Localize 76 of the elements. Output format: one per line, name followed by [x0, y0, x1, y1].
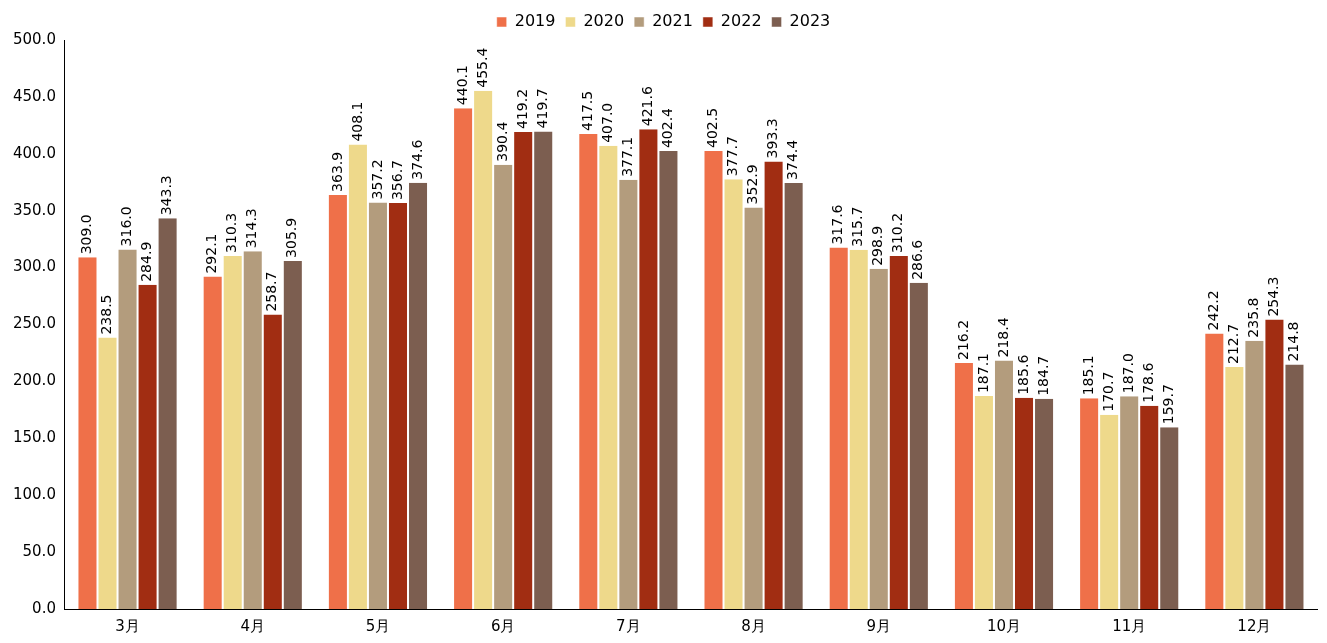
data-label: 184.7 — [1034, 355, 1051, 396]
data-label: 408.1 — [348, 101, 365, 142]
x-tick-label: 3月 — [115, 616, 140, 635]
data-label: 238.5 — [98, 294, 115, 335]
data-label: 356.7 — [388, 159, 405, 201]
y-tick-label: 100.0 — [12, 485, 56, 504]
legend-label: 2022 — [720, 11, 762, 31]
data-label: 417.5 — [578, 90, 595, 131]
data-label: 214.8 — [1285, 321, 1302, 362]
y-tick-label: 350.0 — [12, 200, 56, 219]
legend-label: 2020 — [583, 11, 625, 31]
data-label: 419.7 — [533, 88, 550, 129]
data-label: 185.6 — [1014, 354, 1031, 395]
data-label: 254.3 — [1265, 276, 1282, 317]
data-label: 390.4 — [493, 121, 510, 162]
x-tick-label: 8月 — [741, 616, 766, 635]
x-tick-label: 7月 — [616, 616, 641, 635]
data-label: 286.6 — [909, 239, 926, 280]
y-tick-label: 250.0 — [12, 314, 56, 333]
data-label: 407.0 — [598, 102, 615, 143]
legend-label: 2021 — [652, 11, 693, 31]
data-label: 235.8 — [1245, 297, 1262, 338]
data-label: 377.1 — [619, 136, 636, 177]
y-tick-label: 400.0 — [12, 143, 56, 162]
data-label: 292.1 — [203, 233, 220, 274]
legend-label: 2023 — [789, 11, 831, 31]
x-tick-label: 4月 — [240, 616, 266, 635]
data-label: 187.0 — [1119, 353, 1136, 394]
x-tick-label: 12月 — [1237, 616, 1272, 635]
data-label: 317.6 — [829, 204, 846, 245]
data-label: 298.9 — [869, 225, 886, 266]
data-label: 374.4 — [784, 139, 801, 180]
x-tick-label: 11月 — [1112, 616, 1147, 635]
y-tick-label: 450.0 — [12, 86, 56, 105]
data-label: 218.4 — [994, 317, 1011, 358]
y-tick-label: 500.0 — [12, 29, 56, 48]
data-label: 377.7 — [724, 136, 741, 177]
y-tick-label: 150.0 — [12, 428, 56, 447]
data-label: 284.9 — [138, 241, 155, 282]
x-tick-label: 5月 — [365, 616, 391, 635]
data-label: 315.7 — [849, 206, 866, 247]
data-label: 352.9 — [744, 164, 761, 205]
data-label: 159.7 — [1159, 384, 1176, 425]
data-label: 363.9 — [328, 151, 345, 192]
data-label: 258.7 — [263, 271, 280, 312]
data-label: 455.4 — [473, 47, 490, 88]
data-label: 440.1 — [453, 65, 470, 106]
data-label: 178.6 — [1139, 362, 1156, 403]
y-tick-label: 200.0 — [12, 371, 56, 390]
data-label: 419.2 — [513, 88, 530, 129]
legend-label: 2019 — [514, 11, 556, 31]
x-tick-label: 6月 — [490, 616, 516, 635]
data-label: 185.1 — [1079, 355, 1096, 396]
data-label: 216.2 — [954, 319, 971, 360]
data-label: 309.0 — [78, 214, 95, 255]
data-label: 374.6 — [408, 139, 425, 180]
x-tick-label: 10月 — [986, 616, 1022, 635]
data-label: 316.0 — [118, 206, 135, 247]
data-label: 187.1 — [974, 352, 991, 394]
data-label: 310.3 — [223, 212, 240, 253]
data-label: 305.9 — [283, 217, 300, 258]
data-label: 402.4 — [659, 107, 676, 149]
data-label: 310.2 — [889, 212, 906, 253]
data-label: 212.7 — [1225, 323, 1241, 364]
x-tick-label: 9月 — [866, 616, 892, 635]
data-label: 314.3 — [243, 208, 260, 249]
data-label: 242.2 — [1204, 290, 1221, 331]
data-label: 402.5 — [704, 107, 721, 148]
data-label: 170.7 — [1099, 371, 1116, 412]
data-label: 343.3 — [158, 175, 175, 216]
data-label: 357.2 — [368, 159, 385, 200]
y-tick-label: 300.0 — [12, 257, 56, 276]
y-tick-label: 0.0 — [32, 598, 56, 617]
data-label: 421.6 — [639, 86, 656, 127]
y-tick-label: 50.0 — [22, 541, 56, 560]
data-label: 393.3 — [764, 118, 781, 159]
